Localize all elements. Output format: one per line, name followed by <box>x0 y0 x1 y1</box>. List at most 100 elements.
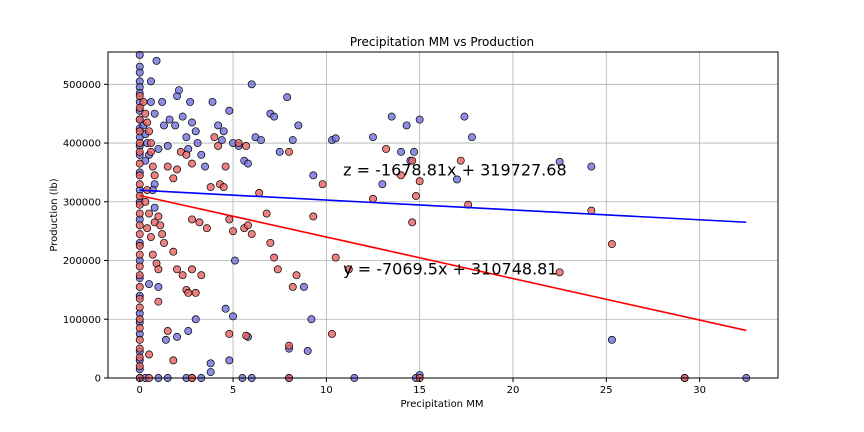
data-point-series-2 <box>173 265 181 274</box>
data-point-series-1 <box>135 50 144 59</box>
data-point-series-2 <box>135 221 144 230</box>
data-point-series-2 <box>273 265 282 274</box>
y-tick-label: 0 <box>95 374 101 385</box>
data-point-series-2 <box>369 194 377 203</box>
data-point-series-2 <box>135 103 144 112</box>
data-point-series-1 <box>135 68 144 77</box>
data-point-series-1 <box>191 127 200 136</box>
y-tick-label: 200000 <box>63 256 101 267</box>
data-point-series-2 <box>135 315 144 324</box>
data-point-series-1 <box>587 162 596 171</box>
data-point-series-2 <box>195 218 204 227</box>
data-point-series-2 <box>169 356 178 365</box>
data-point-series-2 <box>135 171 144 180</box>
y-tick-label: 100000 <box>63 315 101 326</box>
data-point-series-1 <box>193 139 202 147</box>
data-point-series-2 <box>141 109 150 118</box>
data-point-series-2 <box>234 139 243 147</box>
data-point-series-2 <box>229 227 237 236</box>
data-point-series-2 <box>188 159 196 168</box>
data-point-series-2 <box>135 180 144 189</box>
data-point-series-2 <box>292 271 301 280</box>
data-point-series-2 <box>135 362 144 371</box>
data-point-series-2 <box>163 162 172 171</box>
data-point-series-2 <box>135 344 144 353</box>
data-point-series-2 <box>331 253 340 262</box>
data-point-series-1 <box>244 159 252 168</box>
data-point-series-2 <box>135 139 144 147</box>
data-point-series-2 <box>202 224 211 233</box>
data-point-series-1 <box>229 312 237 321</box>
data-point-series-2 <box>262 209 271 218</box>
data-point-series-2 <box>135 271 144 280</box>
data-point-series-2 <box>309 212 318 221</box>
data-point-series-1 <box>331 134 340 143</box>
data-point-series-2 <box>135 353 144 362</box>
data-point-series-2 <box>266 238 275 247</box>
data-point-series-1 <box>191 315 200 324</box>
data-point-series-2 <box>135 147 144 156</box>
data-point-series-2 <box>135 127 144 136</box>
fit-equation-label-1: z = -1678.81x + 319727.68 <box>343 160 566 179</box>
fit-line-1 <box>139 189 747 224</box>
data-point-series-1 <box>158 97 167 106</box>
data-point-series-2 <box>344 265 353 274</box>
data-point-series-2 <box>146 139 155 147</box>
annotations: z = -1678.81x + 319727.68 y = -7069.5x + … <box>343 160 566 278</box>
data-point-series-2 <box>158 230 167 239</box>
data-point-series-1 <box>309 171 318 180</box>
x-tick-label: 0 <box>137 385 143 396</box>
data-point-series-2 <box>169 174 178 183</box>
data-point-series-2 <box>178 271 187 280</box>
data-point-series-2 <box>288 283 297 291</box>
data-point-series-1 <box>270 112 279 121</box>
data-point-series-2 <box>587 206 596 215</box>
data-point-series-2 <box>135 209 144 218</box>
data-point-series-1 <box>163 142 172 150</box>
data-point-series-2 <box>141 197 150 206</box>
data-point-series-2 <box>408 156 417 165</box>
data-point-series-2 <box>143 118 152 127</box>
data-point-series-2 <box>135 92 144 101</box>
data-point-series-1 <box>415 115 424 124</box>
data-point-series-2 <box>148 162 157 171</box>
data-point-series-2 <box>285 341 293 350</box>
data-point-series-2 <box>191 288 200 297</box>
data-point-series-2 <box>135 262 144 271</box>
data-point-series-1 <box>397 147 405 156</box>
chart-title: Precipitation MM vs Production <box>350 35 534 49</box>
data-point-series-2 <box>214 142 223 150</box>
data-point-series-2 <box>225 330 234 338</box>
data-point-series-2 <box>145 209 154 218</box>
data-point-series-2 <box>188 265 196 274</box>
data-point-series-1 <box>225 106 234 115</box>
data-point-series-2 <box>247 230 256 239</box>
data-point-series-2 <box>555 268 564 277</box>
data-point-series-2 <box>135 283 144 291</box>
y-tick-label: 500000 <box>63 80 101 91</box>
data-point-series-1 <box>154 283 163 291</box>
data-point-series-2 <box>270 253 279 262</box>
data-point-series-2 <box>206 183 215 192</box>
data-point-series-1 <box>275 147 284 156</box>
data-point-series-1 <box>197 150 206 159</box>
data-point-series-2 <box>456 156 465 165</box>
data-point-series-1 <box>303 347 312 355</box>
data-point-series-2 <box>225 215 234 224</box>
data-point-series-2 <box>318 180 327 189</box>
data-point-series-1 <box>402 121 411 130</box>
data-point-series-1 <box>247 80 256 89</box>
plot-frame <box>107 51 779 379</box>
data-point-series-1 <box>146 97 155 106</box>
x-tick-label: 25 <box>600 385 613 396</box>
data-point-series-2 <box>173 165 181 174</box>
data-point-series-1 <box>555 157 564 166</box>
data-point-series-2 <box>221 162 230 171</box>
data-point-series-1 <box>171 121 180 130</box>
data-point-series-1 <box>294 121 303 130</box>
ticks: 0 5 10 15 20 25 30 0 100000 200000 300000 400000 500… <box>63 80 706 396</box>
data-point-series-2 <box>135 230 144 239</box>
data-point-series-1 <box>467 133 476 142</box>
data-point-series-2 <box>219 183 228 192</box>
